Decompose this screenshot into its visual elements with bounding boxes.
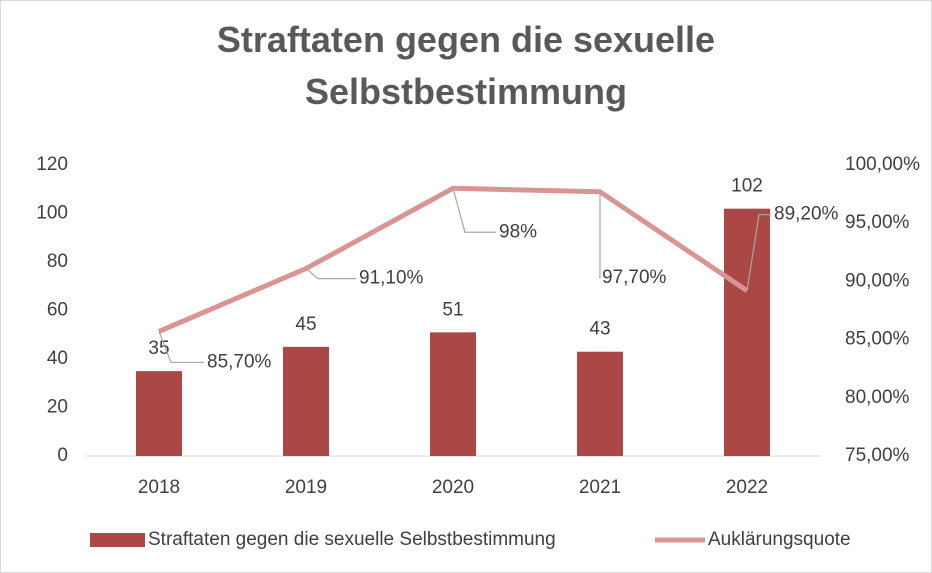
y-tick-label: 0 <box>57 445 68 466</box>
legend-label: Straftaten gegen die sexuelle Selbstbest… <box>148 529 556 550</box>
leader-line <box>452 188 496 233</box>
data-label: 43 <box>589 319 610 340</box>
x-tick-label: 2020 <box>432 477 474 498</box>
data-label: 85,70% <box>207 351 272 372</box>
leader-line <box>599 191 601 279</box>
y-tick-label: 60 <box>47 300 68 321</box>
y2-tick-label: 95,00% <box>845 212 910 233</box>
y2-tick-label: 85,00% <box>845 329 910 350</box>
y-tick-label: 120 <box>36 154 68 175</box>
leader-line <box>158 331 204 364</box>
y-tick-label: 80 <box>47 251 68 272</box>
y2-tick-label: 75,00% <box>845 445 910 466</box>
y2-tick-label: 90,00% <box>845 270 910 291</box>
y-tick-label: 40 <box>47 348 68 369</box>
data-label: 98% <box>499 221 537 242</box>
bar <box>577 351 623 456</box>
leader-line <box>746 214 771 291</box>
y-tick-label: 100 <box>36 203 68 224</box>
legend-swatch <box>90 533 145 547</box>
data-label: 102 <box>731 176 763 197</box>
legend-label: Auklärungsquote <box>708 529 851 550</box>
data-label: 51 <box>442 299 463 320</box>
data-label: 97,70% <box>602 267 667 288</box>
y-tick-label: 20 <box>47 397 68 418</box>
y2-tick-label: 100,00% <box>845 154 920 175</box>
data-label: 45 <box>295 314 316 335</box>
data-label: 91,10% <box>359 268 424 289</box>
leader-line <box>305 268 356 280</box>
data-label: 35 <box>148 338 169 359</box>
chart-title: Straftaten gegen die sexuelle Selbstbest… <box>216 19 716 112</box>
x-tick-label: 2022 <box>726 477 768 498</box>
y2-tick-label: 80,00% <box>845 387 910 408</box>
bar <box>283 346 329 456</box>
x-tick-label: 2019 <box>285 477 327 498</box>
bar <box>430 332 476 456</box>
bar <box>136 371 182 456</box>
bar <box>724 208 770 456</box>
data-label: 89,20% <box>774 204 839 225</box>
x-tick-label: 2021 <box>579 477 621 498</box>
x-tick-label: 2018 <box>138 477 180 498</box>
